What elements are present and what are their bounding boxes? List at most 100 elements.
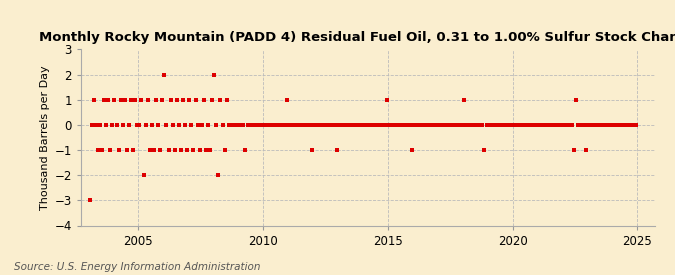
Point xyxy=(470,123,481,127)
Point xyxy=(452,123,463,127)
Point xyxy=(119,98,130,102)
Point xyxy=(599,123,610,127)
Point xyxy=(338,123,348,127)
Point xyxy=(246,123,257,127)
Point xyxy=(126,98,136,102)
Point xyxy=(88,98,99,102)
Point xyxy=(518,123,529,127)
Point xyxy=(146,123,157,127)
Point xyxy=(148,148,159,152)
Point xyxy=(531,123,542,127)
Point xyxy=(448,123,459,127)
Point xyxy=(138,173,149,177)
Point xyxy=(261,123,271,127)
Point xyxy=(319,123,330,127)
Point xyxy=(429,123,440,127)
Point xyxy=(412,123,423,127)
Point xyxy=(572,123,583,127)
Point xyxy=(483,123,494,127)
Point xyxy=(446,123,456,127)
Point xyxy=(475,123,486,127)
Point xyxy=(631,123,642,127)
Point xyxy=(629,123,640,127)
Point xyxy=(302,123,313,127)
Point xyxy=(227,123,238,127)
Point xyxy=(479,148,490,152)
Point xyxy=(423,123,434,127)
Point xyxy=(477,123,488,127)
Point xyxy=(543,123,554,127)
Point xyxy=(296,123,307,127)
Point xyxy=(182,148,192,152)
Point xyxy=(383,123,394,127)
Point xyxy=(433,123,444,127)
Point xyxy=(485,123,496,127)
Point xyxy=(99,98,109,102)
Point xyxy=(585,123,596,127)
Point xyxy=(188,148,199,152)
Point xyxy=(335,123,346,127)
Point xyxy=(292,123,303,127)
Point xyxy=(379,123,390,127)
Point xyxy=(614,123,625,127)
Point xyxy=(377,123,388,127)
Point xyxy=(136,98,147,102)
Point xyxy=(298,123,309,127)
Point xyxy=(373,123,384,127)
Point xyxy=(360,123,371,127)
Point xyxy=(167,123,178,127)
Point xyxy=(86,123,97,127)
Point xyxy=(512,123,523,127)
Point xyxy=(435,123,446,127)
Point xyxy=(207,98,217,102)
Point xyxy=(601,123,612,127)
Point xyxy=(215,98,226,102)
Point xyxy=(606,123,617,127)
Point xyxy=(310,123,321,127)
Point xyxy=(421,123,432,127)
Point xyxy=(400,123,411,127)
Point xyxy=(92,148,103,152)
Point xyxy=(406,148,417,152)
Point xyxy=(267,123,278,127)
Point xyxy=(130,98,140,102)
Point xyxy=(209,72,219,77)
Point xyxy=(466,123,477,127)
Point xyxy=(103,98,113,102)
Point xyxy=(462,123,473,127)
Point xyxy=(587,123,598,127)
Point xyxy=(427,123,438,127)
Point xyxy=(589,123,600,127)
Point xyxy=(327,123,338,127)
Point xyxy=(458,98,469,102)
Point xyxy=(616,123,627,127)
Point xyxy=(165,98,176,102)
Point xyxy=(325,123,336,127)
Point xyxy=(97,148,107,152)
Point xyxy=(200,148,211,152)
Point xyxy=(151,98,161,102)
Point xyxy=(414,123,425,127)
Point xyxy=(219,148,230,152)
Point xyxy=(157,98,167,102)
Point xyxy=(171,98,182,102)
Point xyxy=(491,123,502,127)
Point xyxy=(489,123,500,127)
Point xyxy=(132,123,142,127)
Point xyxy=(352,123,363,127)
Y-axis label: Thousand Barrels per Day: Thousand Barrels per Day xyxy=(40,65,51,210)
Point xyxy=(286,123,296,127)
Point xyxy=(101,123,111,127)
Point xyxy=(410,123,421,127)
Point xyxy=(111,123,122,127)
Point xyxy=(618,123,629,127)
Point xyxy=(259,123,269,127)
Point xyxy=(537,123,548,127)
Point xyxy=(358,123,369,127)
Point xyxy=(560,123,571,127)
Point xyxy=(254,123,265,127)
Point xyxy=(230,123,240,127)
Point xyxy=(460,123,471,127)
Point xyxy=(340,123,350,127)
Point xyxy=(190,98,201,102)
